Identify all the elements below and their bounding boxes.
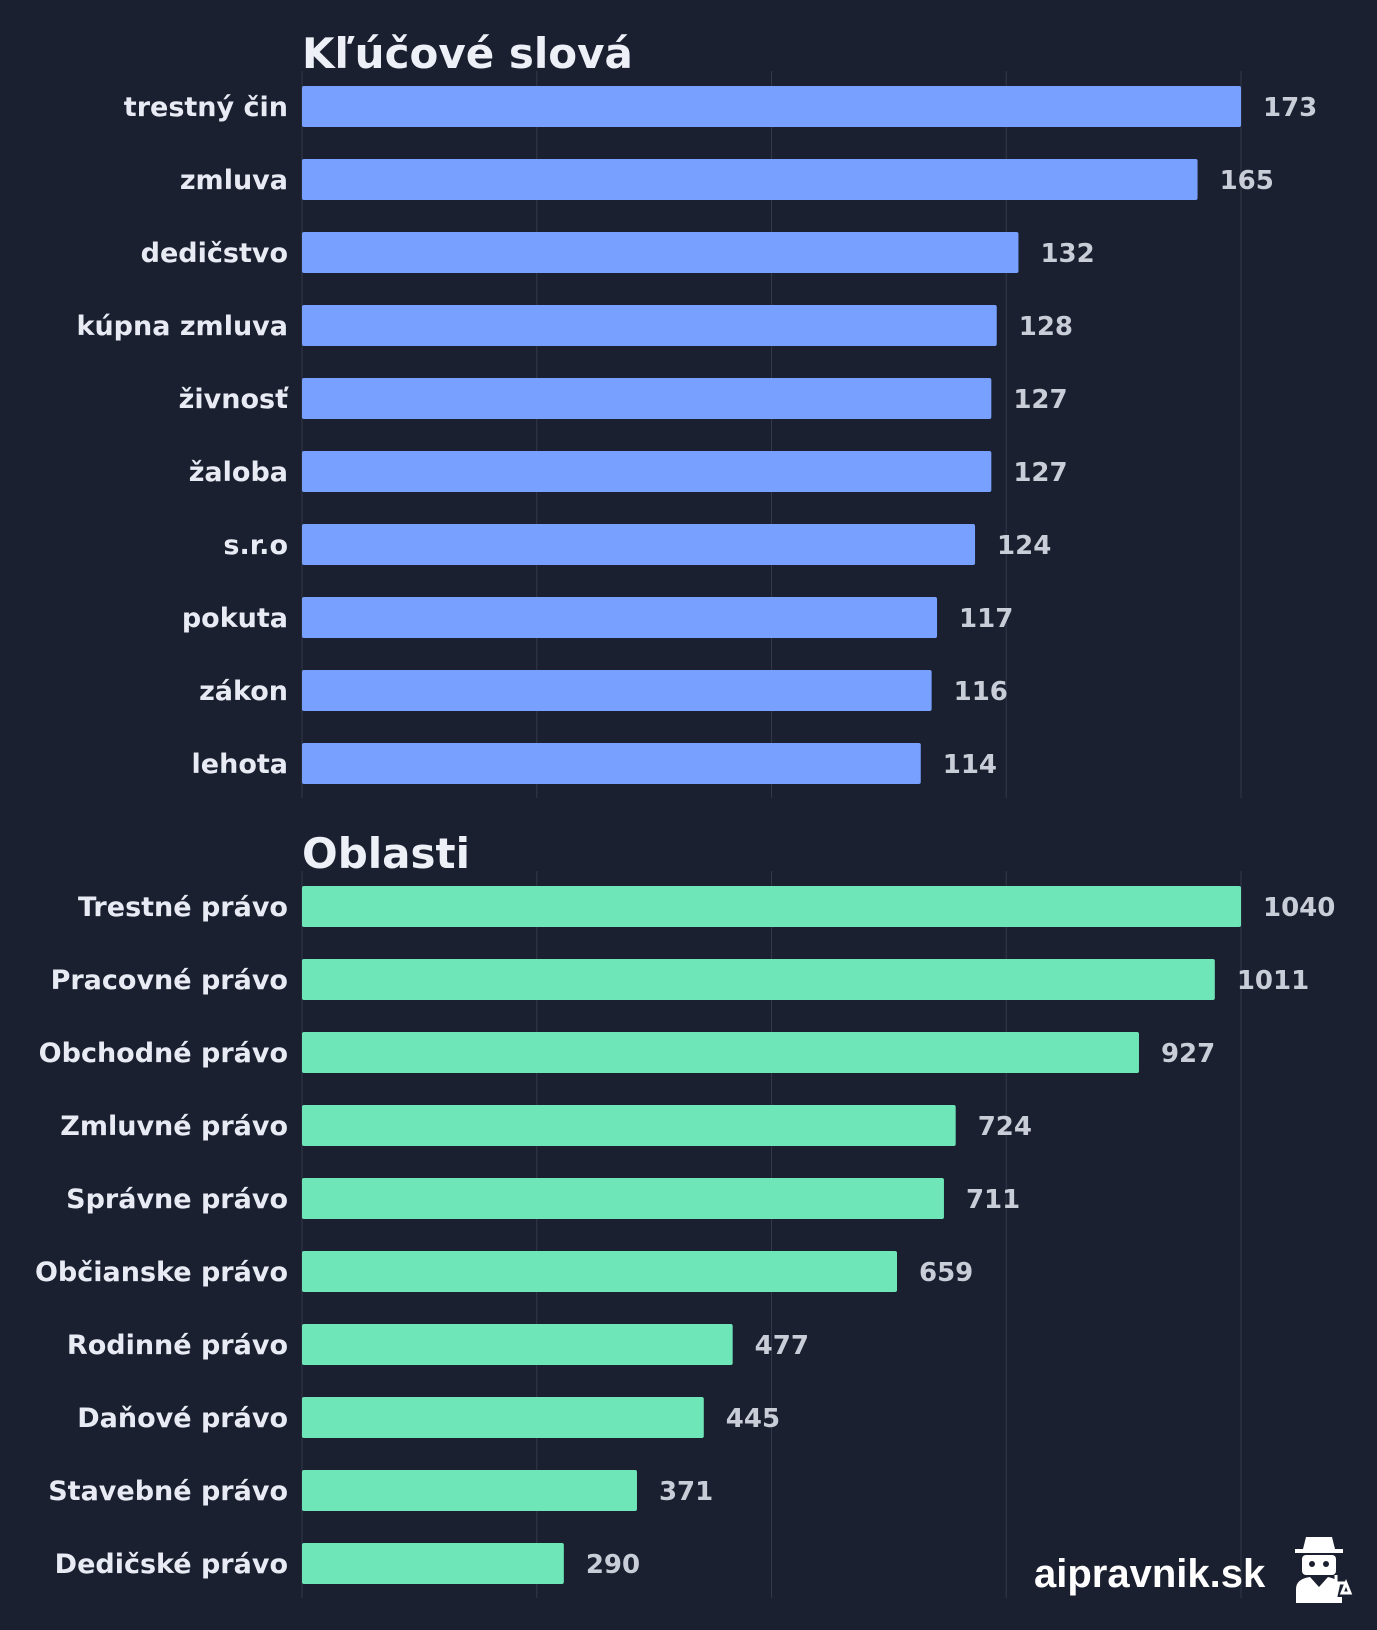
value-label: 173: [1263, 93, 1317, 123]
bar: [302, 1324, 733, 1365]
category-label: Rodinné právo: [67, 1330, 288, 1361]
bar: [302, 1178, 944, 1219]
category-label: žaloba: [189, 457, 288, 488]
value-label: 711: [966, 1185, 1020, 1215]
value-label: 128: [1019, 312, 1073, 342]
bar: [302, 232, 1019, 273]
bar: [302, 743, 921, 784]
bar: [302, 1251, 898, 1292]
detective-lawyer-icon: [1295, 1537, 1353, 1603]
bar: [302, 524, 976, 565]
category-label: Pracovné právo: [51, 965, 288, 996]
value-label: 117: [959, 604, 1013, 634]
value-label: 124: [997, 531, 1051, 561]
bar: [302, 159, 1198, 200]
value-label: 132: [1040, 239, 1094, 269]
bar: [302, 86, 1241, 127]
category-label: živnosť: [179, 384, 289, 415]
value-label: 724: [978, 1112, 1032, 1142]
bar: [302, 1543, 564, 1584]
category-label: Stavebné právo: [48, 1476, 288, 1507]
value-label: 1040: [1263, 893, 1335, 923]
value-label: 127: [1013, 458, 1067, 488]
category-label: Občianske právo: [35, 1257, 288, 1288]
value-label: 1011: [1237, 966, 1309, 996]
category-label: kúpna zmluva: [77, 311, 289, 342]
bar: [302, 959, 1215, 1000]
value-label: 927: [1161, 1039, 1215, 1069]
bar: [302, 451, 992, 492]
category-label: s.r.o: [223, 530, 288, 561]
category-label: lehota: [192, 749, 288, 780]
value-label: 371: [659, 1477, 713, 1507]
category-label: dedičstvo: [141, 238, 288, 269]
category-label: Zmluvné právo: [60, 1111, 288, 1142]
category-label: Obchodné právo: [39, 1038, 288, 1069]
chart-title: Kľúčové slová: [302, 29, 633, 78]
value-label: 477: [755, 1331, 809, 1361]
value-label: 116: [954, 677, 1008, 707]
category-label: Trestné právo: [78, 892, 288, 923]
bar: [302, 670, 932, 711]
category-label: Daňové právo: [77, 1403, 288, 1434]
category-label: zákon: [199, 676, 288, 707]
category-label: zmluva: [180, 165, 288, 196]
logo-text: aipravnik.sk: [1034, 1552, 1266, 1596]
category-label: trestný čin: [124, 92, 288, 123]
value-label: 659: [919, 1258, 973, 1288]
category-label: pokuta: [182, 603, 288, 634]
bar: [302, 1105, 956, 1146]
bar: [302, 1470, 637, 1511]
bar: [302, 1032, 1139, 1073]
bar: [302, 378, 992, 419]
value-label: 445: [726, 1404, 780, 1434]
chart-title: Oblasti: [302, 829, 470, 878]
bar: [302, 305, 997, 346]
bar: [302, 597, 938, 638]
category-label: Správne právo: [66, 1184, 288, 1215]
bar: [302, 886, 1241, 927]
value-label: 114: [943, 750, 997, 780]
value-label: 290: [586, 1550, 640, 1580]
value-label: 127: [1013, 385, 1067, 415]
category-label: Dedičské právo: [55, 1549, 288, 1580]
value-label: 165: [1220, 166, 1274, 196]
bar: [302, 1397, 704, 1438]
